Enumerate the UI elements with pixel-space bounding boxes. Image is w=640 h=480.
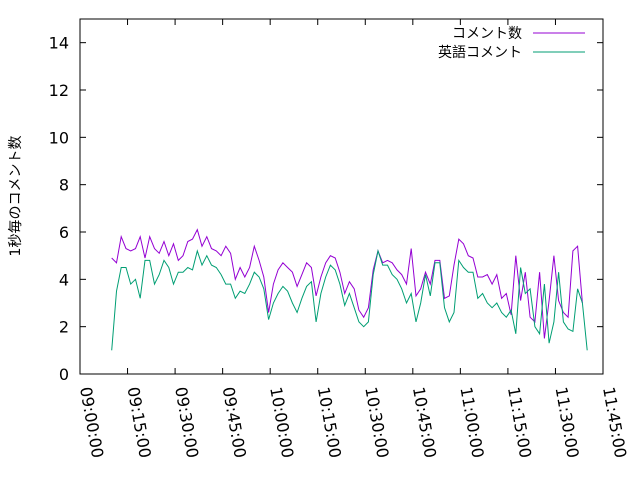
legend-label-1: コメント数 [452,26,522,42]
y-tick-label: 10 [49,128,69,147]
x-tick-label: 09:45:00 [219,385,250,459]
x-tick-label: 10:45:00 [409,385,440,459]
x-tick-label: 11:15:00 [504,385,535,459]
legend-label-2: 英語コメント [438,44,522,61]
x-tick-label: 10:00:00 [266,385,297,459]
y-tick-label: 14 [49,34,69,53]
y-tick-label: 0 [59,365,69,384]
y-tick-label: 4 [59,270,69,289]
x-axis: 09:00:00 09:15:00 09:30:00 09:45:00 10:00:00… [76,19,630,459]
y-axis: 0 2 4 6 8 10 12 14 [49,34,603,384]
series-line-2 [111,248,588,351]
y-tick-label: 2 [59,318,69,337]
x-tick-label: 11:00:00 [456,385,487,459]
x-tick-label: 10:30:00 [361,385,392,459]
x-tick-label: 11:45:00 [599,385,630,459]
series-line-1 [111,228,583,339]
x-tick-label: 11:30:00 [552,385,583,459]
y-tick-label: 6 [59,223,69,242]
x-tick-label: 09:15:00 [124,385,155,459]
x-tick-label: 10:15:00 [314,385,345,459]
x-tick-label: 09:00:00 [76,385,107,459]
y-tick-label: 8 [59,176,69,195]
plot-frame [79,18,604,375]
x-tick-label: 09:30:00 [171,385,202,459]
y-tick-label: 12 [49,81,69,100]
series-layer [111,228,588,351]
y-axis-label: 1秒毎のコメント数 [8,136,24,257]
